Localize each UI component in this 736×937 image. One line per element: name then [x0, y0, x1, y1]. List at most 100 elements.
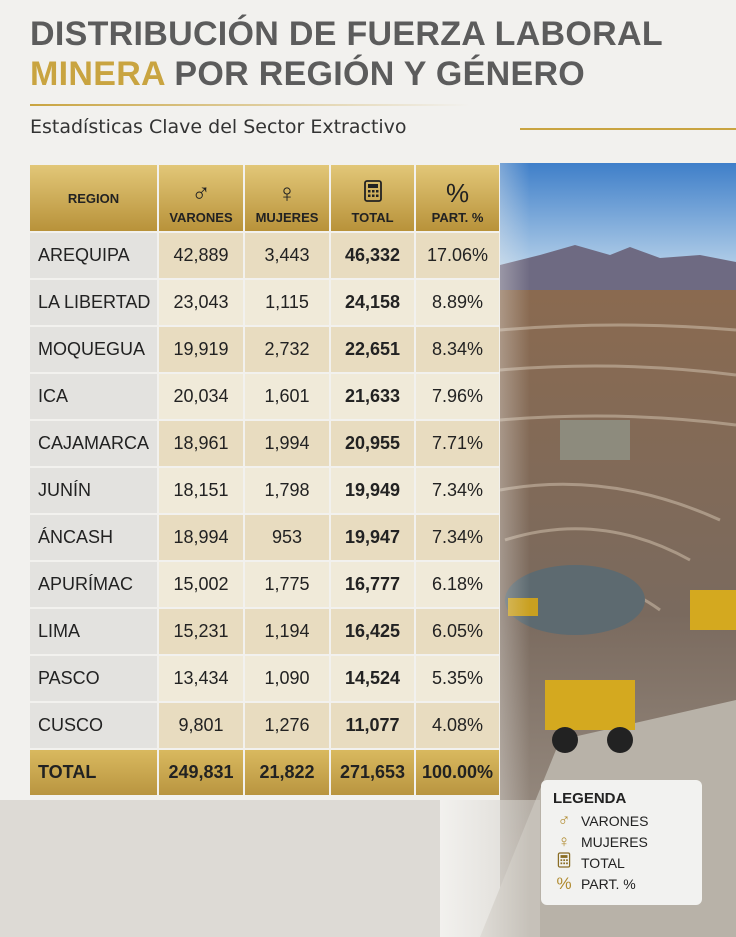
column-label: PART. %: [431, 210, 484, 225]
region-cell: MOQUEGUA: [30, 327, 157, 372]
table-row: AREQUIPA 42,889 3,443 46,332 17.06%: [30, 233, 499, 278]
legend-item: ♂ VARONES: [553, 810, 690, 831]
region-cell: APURÍMAC: [30, 562, 157, 607]
region-cell: TOTAL: [30, 750, 157, 795]
value-cell: 7.34%: [416, 468, 499, 513]
region-cell: PASCO: [30, 656, 157, 701]
table-row: MOQUEGUA 19,919 2,732 22,651 8.34%: [30, 327, 499, 372]
value-cell: 24,158: [331, 280, 414, 325]
value-cell: 18,994: [159, 515, 243, 560]
value-cell: 42,889: [159, 233, 243, 278]
value-cell: 8.89%: [416, 280, 499, 325]
table-row: LA LIBERTAD 23,043 1,115 24,158 8.89%: [30, 280, 499, 325]
value-cell: 7.96%: [416, 374, 499, 419]
table-row: ÁNCASH 18,994 953 19,947 7.34%: [30, 515, 499, 560]
subtitle: Estadísticas Clave del Sector Extractivo: [30, 116, 407, 138]
table-row: ICA 20,034 1,601 21,633 7.96%: [30, 374, 499, 419]
value-cell: 18,151: [159, 468, 243, 513]
value-cell: 14,524: [331, 656, 414, 701]
column-label: MUJERES: [255, 210, 319, 225]
region-cell: CUSCO: [30, 703, 157, 748]
value-cell: 2,732: [245, 327, 329, 372]
value-cell: 953: [245, 515, 329, 560]
legend: LEGENDA ♂ VARONES ♀ MUJERES TOTAL% PART. %: [541, 780, 702, 905]
header-row: REGION ♂ VARONES ♀ MUJERES TOTAL% PART. %: [30, 165, 499, 231]
table-row: TOTAL 249,831 21,822 271,653 100.00%: [30, 750, 499, 795]
divider: [520, 128, 736, 130]
value-cell: 4.08%: [416, 703, 499, 748]
legend-title: LEGENDA: [553, 790, 627, 807]
value-cell: 1,994: [245, 421, 329, 466]
column-label: VARONES: [169, 210, 233, 225]
table-row: APURÍMAC 15,002 1,775 16,777 6.18%: [30, 562, 499, 607]
legend-icon: [553, 852, 575, 873]
column-icon: ♂: [191, 178, 211, 208]
column-header: ♂ VARONES: [159, 165, 243, 231]
value-cell: 19,919: [159, 327, 243, 372]
value-cell: 13,434: [159, 656, 243, 701]
value-cell: 6.05%: [416, 609, 499, 654]
legend-item: ♀ MUJERES: [553, 831, 690, 852]
table-row: PASCO 13,434 1,090 14,524 5.35%: [30, 656, 499, 701]
legend-label: PART. %: [581, 875, 636, 892]
column-header: TOTAL: [331, 165, 414, 231]
calculator-icon: [557, 852, 571, 868]
column-label: REGION: [67, 190, 120, 206]
value-cell: 16,777: [331, 562, 414, 607]
value-cell: 21,822: [245, 750, 329, 795]
title-line: DISTRIBUCIÓN DE FUERZA LABORAL: [30, 15, 663, 53]
value-cell: 19,949: [331, 468, 414, 513]
title: DISTRIBUCIÓN DE FUERZA LABORAL MINERA POR…: [30, 14, 663, 94]
value-cell: 1,276: [245, 703, 329, 748]
value-cell: 20,034: [159, 374, 243, 419]
data-table: REGION ♂ VARONES ♀ MUJERES TOTAL% PART. % AREQU…: [28, 163, 501, 797]
column-header: % PART. %: [416, 165, 499, 231]
table-row: JUNÍN 18,151 1,798 19,949 7.34%: [30, 468, 499, 513]
value-cell: 16,425: [331, 609, 414, 654]
region-cell: AREQUIPA: [30, 233, 157, 278]
value-cell: 46,332: [331, 233, 414, 278]
region-cell: JUNÍN: [30, 468, 157, 513]
column-icon: %: [445, 178, 470, 208]
region-cell: ICA: [30, 374, 157, 419]
title-line: POR REGIÓN Y GÉNERO: [174, 55, 586, 93]
legend-icon: ♀: [557, 831, 571, 851]
table-row: LIMA 15,231 1,194 16,425 6.05%: [30, 609, 499, 654]
value-cell: 249,831: [159, 750, 243, 795]
legend-item: TOTAL: [553, 852, 690, 873]
value-cell: 15,002: [159, 562, 243, 607]
value-cell: 7.34%: [416, 515, 499, 560]
legend-icon: ♂: [557, 810, 571, 830]
column-icon: [331, 178, 414, 208]
value-cell: 8.34%: [416, 327, 499, 372]
value-cell: 1,194: [245, 609, 329, 654]
value-cell: 7.71%: [416, 421, 499, 466]
value-cell: 100.00%: [416, 750, 499, 795]
value-cell: 15,231: [159, 609, 243, 654]
value-cell: 22,651: [331, 327, 414, 372]
divider: [30, 104, 470, 106]
column-icon: ♀: [277, 178, 297, 208]
value-cell: 18,961: [159, 421, 243, 466]
value-cell: 17.06%: [416, 233, 499, 278]
column-header: ♀ MUJERES: [245, 165, 329, 231]
value-cell: 21,633: [331, 374, 414, 419]
value-cell: 19,947: [331, 515, 414, 560]
value-cell: 271,653: [331, 750, 414, 795]
value-cell: 1,601: [245, 374, 329, 419]
value-cell: 23,043: [159, 280, 243, 325]
legend-icon: %: [556, 873, 572, 893]
value-cell: 1,798: [245, 468, 329, 513]
value-cell: 1,775: [245, 562, 329, 607]
value-cell: 1,115: [245, 280, 329, 325]
value-cell: 11,077: [331, 703, 414, 748]
region-cell: CAJAMARCA: [30, 421, 157, 466]
table-row: CUSCO 9,801 1,276 11,077 4.08%: [30, 703, 499, 748]
legend-item: % PART. %: [553, 873, 690, 894]
value-cell: 3,443: [245, 233, 329, 278]
value-cell: 9,801: [159, 703, 243, 748]
value-cell: 20,955: [331, 421, 414, 466]
title-highlight: MINERA: [30, 55, 165, 93]
legend-label: TOTAL: [581, 854, 625, 871]
